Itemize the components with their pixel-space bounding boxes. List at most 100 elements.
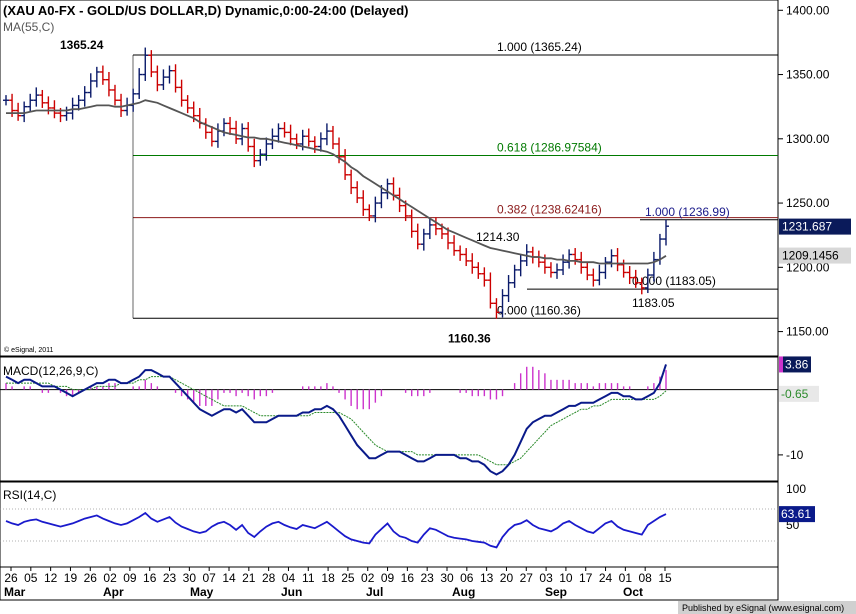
xaxis-tick-label: 23	[163, 571, 177, 585]
price-bar	[39, 89, 46, 108]
xaxis-tick-label: 17	[579, 571, 593, 585]
price-bar	[93, 66, 100, 88]
price-bar	[560, 254, 567, 276]
macd-axis-label: -10	[786, 448, 804, 462]
price-bar	[414, 223, 421, 250]
price-bar	[305, 128, 312, 147]
price-bar	[445, 227, 452, 250]
xaxis-tick-label: 02	[103, 571, 117, 585]
hist-value-label: -0.65	[781, 387, 809, 401]
price-annotation: 1214.30	[476, 230, 520, 244]
price-bar	[426, 218, 433, 240]
price-bar	[142, 47, 149, 81]
price-bar	[505, 275, 512, 303]
price-bar	[493, 298, 500, 319]
last-price-label: 1231.687	[782, 220, 832, 234]
price-bar	[366, 204, 373, 222]
macd-series-layer: -10 3.86 -0.65	[0, 356, 819, 476]
xaxis-month-label: Jul	[366, 585, 383, 599]
xaxis-tick-label: 06	[460, 571, 474, 585]
xaxis-month-label: May	[190, 585, 214, 599]
price-bar	[317, 132, 324, 152]
xaxis-tick-label: 09	[381, 571, 395, 585]
price-bar	[257, 149, 264, 166]
price-bar	[481, 267, 488, 287]
xaxis-tick-label: 02	[361, 571, 375, 585]
price-bar	[590, 268, 597, 287]
copyright: © eSignal, 2011	[4, 346, 54, 354]
xaxis-tick-label: 23	[421, 571, 435, 585]
price-bar	[360, 190, 367, 216]
xaxis-month-label: Jun	[281, 585, 302, 599]
xaxis-tick-label: 12	[44, 571, 58, 585]
price-bar	[293, 133, 300, 150]
price-annotation: 1365.24	[60, 38, 104, 52]
price-bar	[596, 264, 603, 286]
xaxis-month-label: Aug	[452, 585, 475, 599]
price-axis-label: 1400.00	[786, 3, 830, 17]
xaxis-tick-label: 27	[520, 571, 534, 585]
price-bar	[614, 248, 621, 272]
price-bar	[420, 228, 427, 251]
xaxis-tick-label: 21	[242, 571, 256, 585]
publisher-bar	[678, 601, 856, 614]
price-bar	[136, 68, 143, 99]
price-bar	[160, 69, 167, 90]
price-bar	[99, 65, 106, 85]
price-bar	[251, 138, 258, 168]
xaxis-tick-label: 26	[84, 571, 98, 585]
price-bar	[105, 71, 112, 97]
price-bar	[287, 124, 294, 146]
xaxis-tick-label: 04	[282, 571, 296, 585]
price-bar	[342, 149, 349, 180]
price-bar	[475, 262, 482, 279]
chart-title: (XAU A0-FX - GOLD/US DOLLAR,D) Dynamic,0…	[3, 3, 408, 18]
price-bar	[27, 93, 34, 112]
xaxis-tick-label: 25	[341, 571, 355, 585]
macd-value-marker	[779, 356, 783, 373]
xaxis-tick-label: 08	[639, 571, 653, 585]
price-bar	[166, 65, 173, 84]
price-bar	[154, 65, 161, 92]
price-bar	[602, 257, 609, 279]
xaxis-tick-label: 26	[4, 571, 18, 585]
price-bar	[451, 235, 458, 256]
price-bar	[650, 251, 657, 282]
last-price-box	[779, 218, 851, 235]
price-axis-label: 1300.00	[786, 132, 830, 146]
price-bar	[378, 185, 385, 209]
xaxis-tick-label: 18	[321, 571, 335, 585]
price-bar	[281, 122, 288, 138]
price-series-layer: 1400.00 1350.00 1300.00 1250.00 1200.00 1150.…	[3, 3, 851, 345]
price-bar	[572, 248, 579, 265]
price-bar	[384, 178, 391, 200]
price-bar	[487, 272, 494, 309]
price-bar	[51, 100, 58, 119]
price-bar	[21, 101, 28, 123]
price-bar	[644, 268, 651, 294]
xaxis-tick-label: 30	[183, 571, 197, 585]
price-bar	[178, 79, 185, 107]
rsi-value-label: 63.61	[781, 507, 811, 521]
xaxis-tick-label: 24	[599, 571, 613, 585]
fib-label: 0.382 (1238.62416)	[497, 203, 602, 217]
price-bar	[469, 253, 476, 274]
xaxis-tick-label: 20	[500, 571, 514, 585]
xaxis-month-label: Sep	[545, 585, 567, 599]
xaxis-tick-label: 03	[539, 571, 553, 585]
price-bar	[263, 137, 270, 161]
price-bar	[87, 73, 94, 98]
rsi-axis-label: 100	[786, 482, 806, 496]
price-panel	[0, 0, 779, 357]
price-bar	[584, 262, 591, 281]
xaxis-tick-label: 30	[440, 571, 454, 585]
price-bar	[172, 64, 179, 93]
price-axis-label: 1200.00	[786, 260, 830, 274]
price-bar	[3, 95, 9, 106]
xaxis-tick-label: 07	[203, 571, 217, 585]
axis-layer: 26 05 12 19 26 02 09 16 23 30 07 14 21 28 04 11 18 25 02 09…	[4, 567, 672, 599]
price-bar	[663, 219, 669, 246]
price-bar	[15, 102, 22, 121]
